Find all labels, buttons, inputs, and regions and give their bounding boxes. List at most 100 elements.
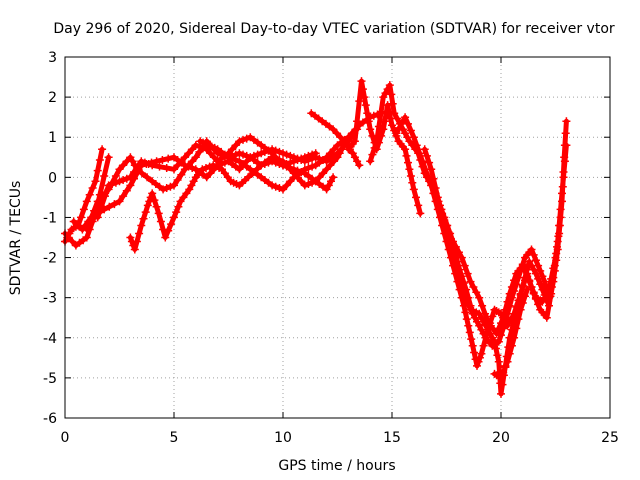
data-point-marker (475, 353, 484, 362)
data-point-marker (297, 177, 306, 186)
data-point-marker (542, 289, 551, 298)
data-point-marker (427, 165, 436, 174)
data-point-marker (425, 158, 434, 167)
data-point-marker (518, 261, 527, 270)
data-point-marker (465, 328, 474, 337)
data-point-marker (242, 134, 251, 143)
grid (65, 57, 610, 418)
data-point-marker (497, 319, 505, 328)
data-point-marker (206, 149, 215, 158)
data-point-marker (527, 283, 536, 291)
data-point-marker (235, 137, 244, 146)
data-point-marker (553, 242, 561, 251)
data-point-marker (198, 165, 207, 174)
data-point-marker (355, 97, 364, 106)
data-point-marker (144, 160, 153, 168)
data-point-marker (105, 202, 114, 211)
data-point-marker (282, 181, 291, 190)
data-point-marker (93, 197, 102, 206)
series-track-6 (93, 133, 338, 222)
data-point-marker (228, 151, 237, 160)
data-point-marker (82, 233, 91, 242)
data-point-marker (97, 202, 106, 211)
data-point-marker (79, 205, 88, 214)
y-tick-label: -1 (43, 210, 57, 226)
data-point-marker (329, 125, 338, 134)
data-point-marker (304, 156, 313, 164)
data-point-marker (364, 117, 373, 126)
data-point-marker (437, 205, 446, 214)
data-point-marker (478, 301, 487, 310)
data-point-marker (180, 153, 189, 162)
data-point-marker (507, 283, 516, 291)
data-point-marker (286, 151, 295, 160)
data-point-marker (449, 253, 457, 262)
data-point-marker (491, 344, 500, 353)
data-point-marker (275, 147, 284, 156)
data-point-marker (406, 172, 415, 180)
data-point-marker (521, 266, 529, 275)
data-point-marker (300, 181, 309, 190)
data-point-marker (235, 149, 244, 158)
data-point-marker (446, 229, 455, 238)
data-point-marker (86, 216, 95, 225)
data-point-marker (177, 157, 186, 166)
data-point-marker (159, 185, 168, 194)
data-point-marker (235, 165, 244, 174)
data-point-marker (108, 180, 117, 188)
data-point-marker (275, 157, 284, 166)
data-point-marker (479, 341, 488, 350)
data-point-marker (523, 272, 532, 281)
data-point-marker (390, 109, 399, 118)
data-point-marker (191, 153, 200, 162)
data-point-marker (115, 177, 124, 186)
data-point-marker (368, 150, 377, 159)
data-point-marker (556, 205, 565, 214)
data-point-marker (545, 285, 553, 294)
data-point-marker (385, 81, 394, 90)
data-point-marker (459, 289, 468, 298)
data-point-marker (505, 289, 514, 298)
data-point-marker (551, 253, 560, 262)
data-point-marker (521, 292, 529, 301)
data-point-marker (300, 157, 309, 166)
data-point-marker (468, 341, 477, 350)
data-point-marker (453, 269, 462, 278)
data-point-marker (429, 174, 438, 183)
data-point-marker (191, 141, 200, 150)
data-point-marker (231, 150, 240, 159)
data-point-marker (308, 162, 317, 171)
data-point-marker (472, 288, 481, 297)
data-point-marker (549, 264, 558, 273)
data-point-marker (507, 341, 516, 350)
data-point-marker (293, 154, 302, 163)
data-point-marker (170, 165, 178, 174)
data-point-marker (503, 357, 512, 366)
data-point-marker (170, 213, 178, 222)
data-point-marker (162, 164, 171, 172)
data-point-marker (473, 361, 481, 370)
data-point-marker (336, 133, 345, 142)
data-point-marker (231, 141, 240, 150)
data-point-marker (501, 305, 510, 314)
data-point-marker (167, 220, 176, 229)
data-point-marker (159, 225, 168, 234)
data-point-marker (370, 143, 379, 152)
y-tick-label: 0 (48, 170, 57, 186)
data-point-marker (82, 225, 91, 234)
data-point-marker (152, 202, 161, 211)
data-point-marker (562, 141, 571, 150)
data-point-marker (93, 166, 102, 175)
y-tick-label: -3 (43, 291, 57, 307)
data-point-marker (90, 206, 99, 215)
data-point-marker (531, 269, 540, 278)
data-point-marker (311, 153, 320, 162)
data-point-marker (177, 170, 186, 179)
data-point-marker (155, 162, 164, 171)
data-point-marker (82, 197, 91, 206)
data-point-marker (481, 309, 489, 318)
data-point-marker (527, 245, 536, 254)
data-point-marker (271, 153, 280, 162)
data-point-marker (64, 233, 73, 242)
data-point-marker (322, 165, 331, 174)
